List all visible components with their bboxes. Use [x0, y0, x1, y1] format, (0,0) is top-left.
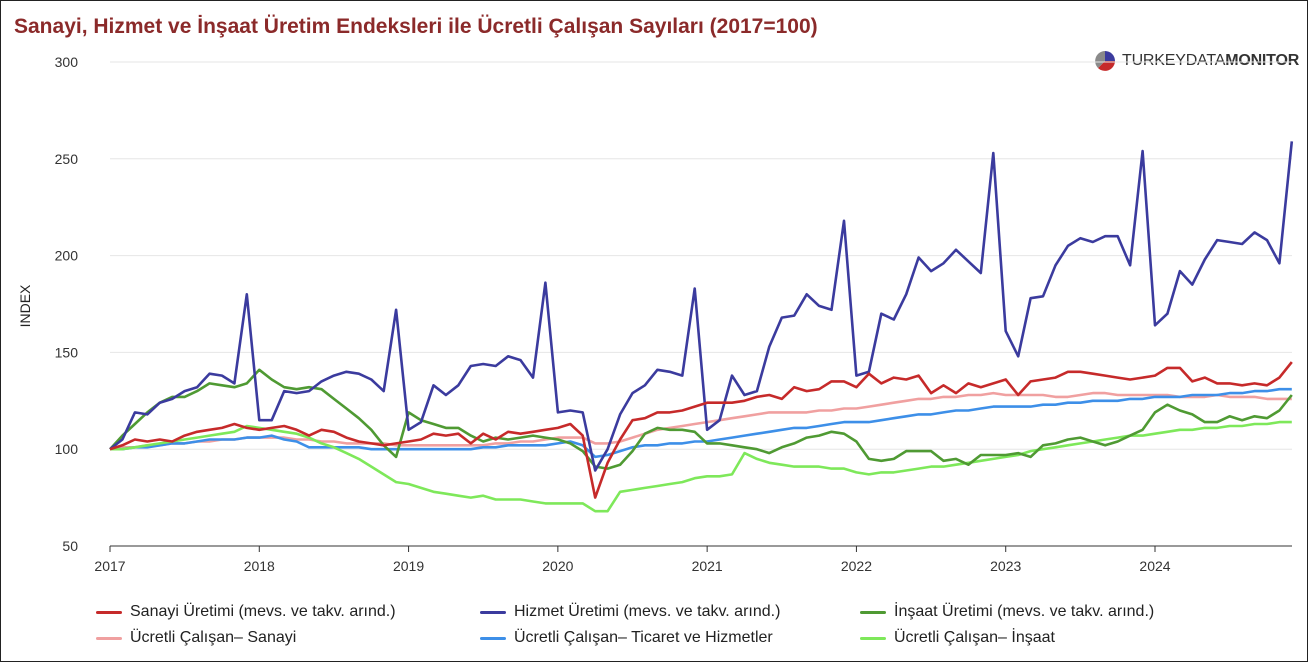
x-tick-label: 2018	[244, 558, 275, 574]
x-tick-label: 2023	[990, 558, 1021, 574]
legend-swatch	[860, 636, 886, 640]
y-tick-label: 300	[55, 54, 79, 70]
legend-swatch	[480, 636, 506, 640]
y-tick-label: 200	[55, 248, 79, 264]
legend-item[interactable]: Ücretli Çalışan– Sanayi	[96, 629, 296, 647]
series-line-0	[109, 361, 1293, 499]
brand-logo: TURKEYDATAMONITOR	[1094, 50, 1299, 72]
y-tick-label: 50	[62, 538, 78, 554]
legend-swatch	[96, 636, 122, 640]
series-line-3	[109, 391, 1292, 451]
chart-title: Sanayi, Hizmet ve İnşaat Üretim Endeksle…	[14, 15, 818, 38]
brand-text-mid: DATA	[1185, 52, 1226, 69]
brand-text-light: TURKEY	[1122, 52, 1186, 69]
x-tick-label: 2017	[94, 558, 125, 574]
legend-label: Ücretli Çalışan– Sanayi	[130, 629, 297, 646]
series-line-5	[110, 420, 1292, 513]
x-axis-ticks: 2017 2018 2019 2020 2021 2022 2023 2024	[94, 546, 1171, 574]
legend-label: Ücretli Çalışan– İnşaat	[894, 629, 1055, 646]
series-lines	[109, 141, 1294, 513]
y-axis-label: INDEX	[17, 284, 33, 327]
x-tick-label: 2022	[841, 558, 872, 574]
legend-label: İnşaat Üretimi (mevs. ve takv. arınd.)	[894, 603, 1155, 620]
legend-label: Hizmet Üretimi (mevs. ve takv. arınd.)	[514, 603, 781, 620]
series-line-2	[109, 368, 1293, 470]
legend-label: Ücretli Çalışan– Ticaret ve Hizmetler	[514, 629, 773, 646]
x-tick-label: 2019	[393, 558, 424, 574]
legend-item[interactable]: Sanayi Üretimi (mevs. ve takv. arınd.)	[96, 603, 396, 621]
legend-item[interactable]: İnşaat Üretimi (mevs. ve takv. arınd.)	[860, 603, 1154, 621]
brand-text: TURKEYDATAMONITOR	[1122, 52, 1299, 70]
y-tick-label: 150	[55, 344, 79, 360]
legend-item[interactable]: Ücretli Çalışan– Ticaret ve Hizmetler	[480, 629, 773, 647]
x-tick-label: 2021	[692, 558, 723, 574]
legend-item[interactable]: Hizmet Üretimi (mevs. ve takv. arınd.)	[480, 603, 780, 621]
y-tick-label: 250	[55, 151, 79, 167]
legend-item[interactable]: Ücretli Çalışan– İnşaat	[860, 629, 1055, 647]
legend-swatch	[480, 610, 506, 614]
series-line-4	[110, 387, 1292, 459]
y-axis-ticks: 50 100 150 200 250 300	[55, 54, 79, 554]
pie-logo-icon	[1095, 51, 1115, 71]
legend-swatch	[96, 610, 122, 614]
y-tick-label: 100	[55, 441, 79, 457]
brand-text-bold: MONITOR	[1225, 52, 1300, 69]
x-tick-label: 2024	[1139, 558, 1170, 574]
legend-swatch	[860, 610, 886, 614]
chart-grid	[110, 61, 1292, 547]
legend-label: Sanayi Üretimi (mevs. ve takv. arınd.)	[130, 603, 396, 620]
series-line-1	[109, 141, 1294, 472]
x-tick-label: 2020	[542, 558, 573, 574]
